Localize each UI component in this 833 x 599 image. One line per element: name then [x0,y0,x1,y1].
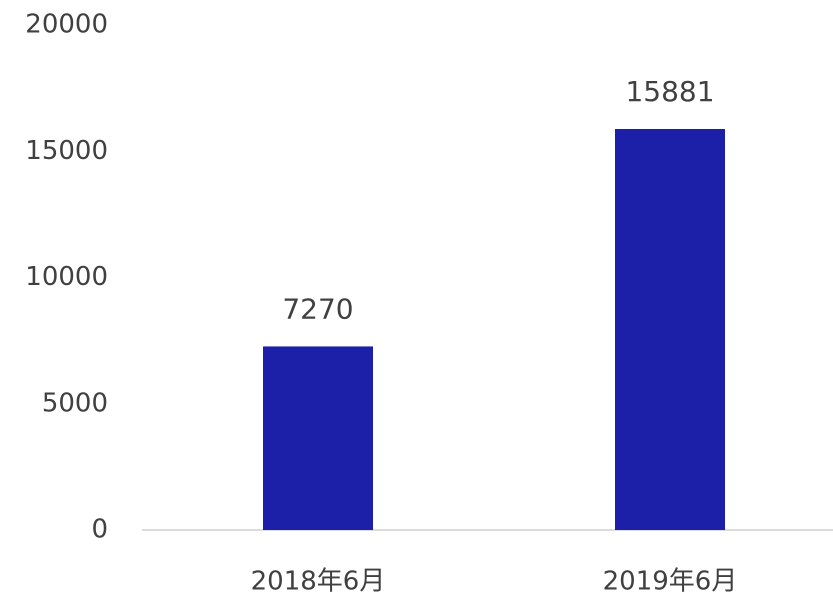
y-tick-label: 0 [91,515,108,545]
x-tick-label: 2019年6月 [603,567,738,597]
y-tick-label: 20000 [25,10,108,40]
value-label: 7270 [282,292,353,325]
bar [615,129,725,530]
value-label: 15881 [625,75,714,108]
y-tick-label: 15000 [25,136,108,166]
y-tick-label: 10000 [25,262,108,292]
y-tick-label: 5000 [42,388,108,418]
bar [263,346,373,530]
x-tick-label: 2018年6月 [251,567,386,597]
